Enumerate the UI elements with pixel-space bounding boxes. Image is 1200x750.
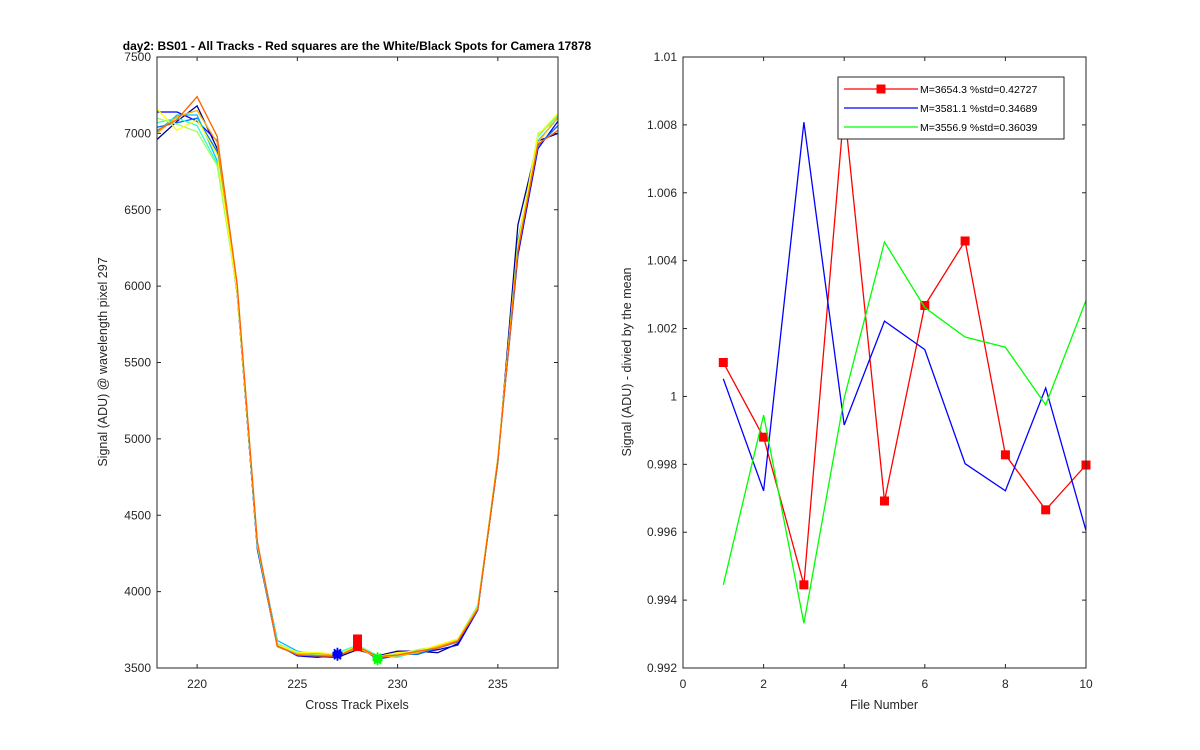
series-line-track-8: [156, 109, 559, 658]
red-square-marker: [353, 634, 362, 644]
point-marker: [718, 358, 728, 367]
right-x-axis-label: File Number: [850, 698, 918, 712]
x-tick-label: 220: [187, 677, 207, 691]
y-tick-label: 7000: [124, 126, 151, 140]
red-square-marker: [353, 642, 362, 652]
y-tick-label: 5000: [124, 432, 151, 446]
point-marker: [1000, 450, 1010, 460]
series-line-track-9: [156, 95, 559, 658]
y-tick-label: 4500: [124, 508, 151, 522]
star-marker: [372, 653, 383, 664]
y-tick-label: 5500: [124, 356, 151, 370]
x-tick-label: 0: [680, 677, 687, 691]
left-y-axis-label: Signal (ADU) @ wavelength pixel 297: [96, 257, 110, 466]
left-markers: [332, 634, 383, 666]
left-ticks: 220 225 230 235 3500 4000 4500 5000 5500 6000 6500…: [124, 50, 558, 691]
y-tick-label: 1.004: [647, 254, 677, 268]
y-tick-label: 1.002: [647, 322, 677, 336]
y-tick-label: 7500: [124, 50, 151, 64]
series-line-track-7: [156, 108, 559, 658]
left-axes-box: [156, 56, 559, 669]
series-line: [722, 122, 1087, 531]
y-tick-label: 0.994: [647, 593, 677, 607]
series-1: [722, 122, 1087, 531]
legend-label-green: M=3556.9 %std=0.36039: [920, 122, 1038, 134]
right-y-axis-label: Signal (ADU) - divied by the mean: [620, 267, 634, 456]
x-tick-label: 235: [488, 677, 508, 691]
left-chart-title: day2: BS01 - All Tracks - Red squares ar…: [123, 39, 592, 53]
legend-label-blue: M=3581.1 %std=0.34689: [920, 103, 1038, 115]
y-tick-label: 1: [670, 389, 677, 403]
x-tick-label: 4: [841, 677, 848, 691]
point-marker: [960, 236, 970, 246]
x-tick-label: 2: [760, 677, 767, 691]
point-marker: [880, 496, 889, 506]
y-tick-label: 1.006: [647, 186, 677, 200]
y-tick-label: 1.008: [647, 118, 677, 132]
left-x-axis-label: Cross Track Pixels: [305, 698, 409, 712]
series-line-track-3: [156, 117, 559, 658]
legend: M=3654.3 %std=0.42727 M=3581.1 %std=0.34…: [837, 76, 1065, 140]
series-line-track-4: [156, 114, 559, 658]
star-marker: [332, 649, 343, 660]
legend-label-red: M=3654.3 %std=0.42727: [920, 84, 1038, 96]
x-tick-label: 225: [287, 677, 307, 691]
y-tick-label: 1.01: [654, 50, 678, 64]
series-line-track-2: [157, 111, 559, 660]
y-tick-label: 0.992: [647, 661, 677, 675]
y-tick-label: 3500: [124, 661, 151, 675]
series-line-track-1: [156, 104, 559, 658]
y-tick-label: 0.996: [647, 525, 677, 539]
x-tick-label: 8: [1002, 677, 1009, 691]
series-0: [718, 103, 1091, 590]
legend-marker-red: [876, 84, 886, 94]
x-tick-label: 230: [388, 677, 408, 691]
right-series: [718, 103, 1091, 624]
y-tick-label: 6500: [124, 203, 151, 217]
point-marker: [799, 580, 809, 590]
point-marker: [1041, 505, 1051, 515]
series-line: [722, 107, 1087, 585]
y-tick-label: 4000: [124, 585, 151, 599]
plot-left: day2: BS01 - All Tracks - Red squares ar…: [96, 39, 592, 712]
series-line-track-6: [156, 117, 559, 658]
series-line: [722, 240, 1087, 624]
x-tick-label: 10: [1079, 677, 1093, 691]
point-marker: [759, 432, 769, 442]
x-tick-label: 6: [921, 677, 928, 691]
left-series: [156, 95, 559, 660]
series-line-track-5: [156, 114, 559, 658]
point-marker: [920, 300, 930, 310]
right-ticks: 0 2 4 6 8 10 0.992 0.994 0.996 0.998 1 1.002 1.004 1.…: [647, 50, 1093, 691]
series-2: [722, 240, 1087, 624]
plot-right: 0 2 4 6 8 10 0.992 0.994 0.996 0.998 1 1.002 1.004 1.…: [620, 50, 1093, 712]
y-tick-label: 6000: [124, 279, 151, 293]
y-tick-label: 0.998: [647, 457, 677, 471]
right-axes-box: [682, 56, 1087, 669]
